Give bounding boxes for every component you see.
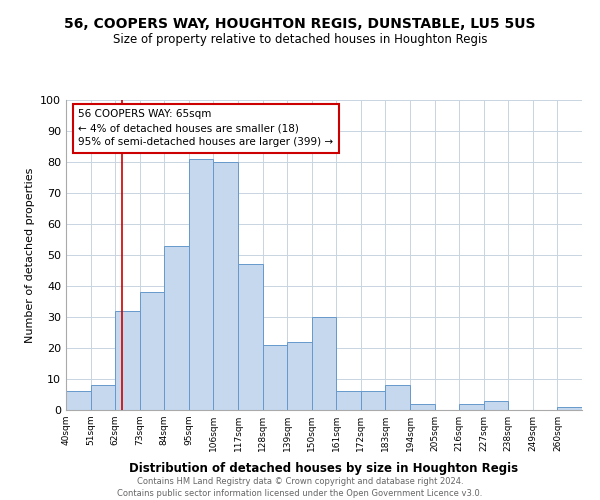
Bar xyxy=(459,404,484,410)
Bar xyxy=(115,311,140,410)
Bar xyxy=(263,345,287,410)
Bar xyxy=(361,392,385,410)
Bar xyxy=(484,400,508,410)
Bar xyxy=(140,292,164,410)
Bar xyxy=(312,317,336,410)
Bar xyxy=(164,246,189,410)
Bar xyxy=(557,407,582,410)
Bar xyxy=(66,392,91,410)
Bar xyxy=(214,162,238,410)
X-axis label: Distribution of detached houses by size in Houghton Regis: Distribution of detached houses by size … xyxy=(130,462,518,475)
Y-axis label: Number of detached properties: Number of detached properties xyxy=(25,168,35,342)
Bar xyxy=(410,404,434,410)
Text: 56 COOPERS WAY: 65sqm
← 4% of detached houses are smaller (18)
95% of semi-detac: 56 COOPERS WAY: 65sqm ← 4% of detached h… xyxy=(78,110,334,148)
Text: Contains public sector information licensed under the Open Government Licence v3: Contains public sector information licen… xyxy=(118,489,482,498)
Bar xyxy=(287,342,312,410)
Bar xyxy=(91,385,115,410)
Text: Size of property relative to detached houses in Houghton Regis: Size of property relative to detached ho… xyxy=(113,32,487,46)
Bar xyxy=(336,392,361,410)
Bar xyxy=(189,159,214,410)
Bar xyxy=(238,264,263,410)
Bar xyxy=(385,385,410,410)
Text: 56, COOPERS WAY, HOUGHTON REGIS, DUNSTABLE, LU5 5US: 56, COOPERS WAY, HOUGHTON REGIS, DUNSTAB… xyxy=(64,18,536,32)
Text: Contains HM Land Registry data © Crown copyright and database right 2024.: Contains HM Land Registry data © Crown c… xyxy=(137,478,463,486)
